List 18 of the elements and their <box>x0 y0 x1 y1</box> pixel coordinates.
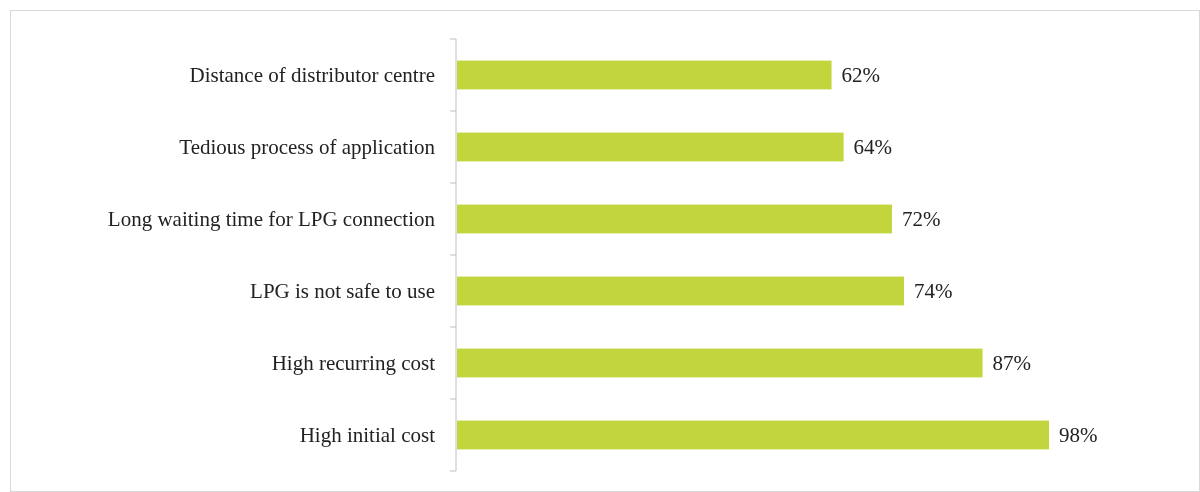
bar <box>457 420 1049 450</box>
y-tick-label: LPG is not safe to use <box>250 279 435 303</box>
y-tick-label: High initial cost <box>299 423 436 447</box>
data-label: 62% <box>841 63 881 87</box>
data-label: 87% <box>992 351 1032 375</box>
y-tick-label: High recurring cost <box>271 351 436 375</box>
bar <box>457 276 905 306</box>
bar <box>457 348 983 378</box>
y-tick-label: Distance of distributor centre <box>189 63 435 87</box>
bar <box>457 132 844 162</box>
data-label: 74% <box>914 279 953 303</box>
data-label: 98% <box>1059 423 1098 447</box>
data-label: 64% <box>853 135 893 159</box>
y-tick-label: Tedious process of application <box>179 135 436 159</box>
bar <box>457 204 892 234</box>
bar <box>457 60 832 90</box>
data-label: 72% <box>901 207 941 231</box>
y-tick-label: Long waiting time for LPG connection <box>107 207 436 231</box>
